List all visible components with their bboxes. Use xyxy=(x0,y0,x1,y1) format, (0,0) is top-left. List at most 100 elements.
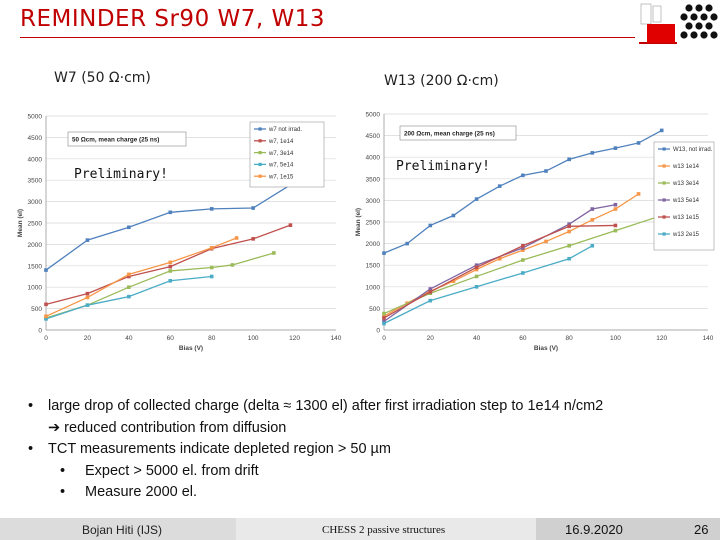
data-point xyxy=(168,269,173,273)
slide-title: REMINDER Sr90 W7, W13 xyxy=(20,6,326,32)
data-point xyxy=(567,243,571,248)
y-tick-label: 3500 xyxy=(28,178,43,185)
data-point xyxy=(474,285,479,289)
data-point xyxy=(613,202,618,207)
bullet-text: Measure 2000 el. xyxy=(85,484,198,500)
bullet-list: • large drop of collected charge (delta … xyxy=(28,396,708,504)
chart-w7: 0500100015002000250030003500400045005000… xyxy=(17,114,342,353)
data-point xyxy=(209,265,214,270)
x-tick-label: 80 xyxy=(566,335,574,342)
legend-marker xyxy=(258,127,262,131)
sub-bullet-item: • Measure 2000 el. xyxy=(28,482,708,504)
annotation-text: 50 Ωcm, mean charge (25 ns) xyxy=(72,137,159,144)
data-point xyxy=(567,224,571,229)
bullet-text: Expect > 5000 el. from drift xyxy=(85,462,259,479)
series-line xyxy=(383,129,663,254)
data-point xyxy=(613,146,618,150)
bullet-item: • large drop of collected charge (delta … xyxy=(28,396,708,418)
x-tick-label: 40 xyxy=(125,335,133,342)
x-tick-label: 40 xyxy=(473,335,481,342)
data-point xyxy=(251,206,255,210)
data-point xyxy=(474,265,479,270)
annotation-box xyxy=(399,125,517,141)
x-tick-label: 120 xyxy=(289,335,300,342)
footer-author: Bojan Hiti (IJS) xyxy=(82,523,163,537)
series-line xyxy=(45,181,295,271)
data-point xyxy=(474,274,479,279)
data-point xyxy=(613,228,618,233)
chart-w13: 0500100015002000250030003500400045005000… xyxy=(355,112,715,352)
series-line xyxy=(383,214,662,315)
y-tick-label: 0 xyxy=(376,328,380,335)
y-tick-label: 1000 xyxy=(28,285,43,292)
y-axis-label: Mean (el) xyxy=(17,209,24,237)
data-point xyxy=(567,157,571,162)
legend-marker xyxy=(662,147,666,151)
data-point xyxy=(659,128,664,133)
data-point xyxy=(405,241,409,246)
y-tick-label: 2500 xyxy=(366,220,381,227)
data-point xyxy=(272,251,276,255)
y-tick-label: 1500 xyxy=(28,263,43,270)
footer-bar xyxy=(0,518,720,540)
data-point xyxy=(590,243,595,248)
data-point xyxy=(44,268,48,272)
bullet-dot: • xyxy=(28,441,34,457)
legend-marker xyxy=(662,181,666,185)
data-point xyxy=(567,222,571,226)
data-point xyxy=(613,207,618,211)
legend-marker xyxy=(258,162,262,166)
series-line xyxy=(383,193,639,317)
data-point xyxy=(521,258,525,262)
data-point xyxy=(382,319,386,324)
x-tick-label: 20 xyxy=(84,335,92,342)
y-axis-label: Mean (el) xyxy=(355,208,362,236)
data-point xyxy=(428,223,433,228)
data-point xyxy=(209,246,214,250)
data-point xyxy=(44,317,48,321)
data-point xyxy=(382,311,386,316)
data-point xyxy=(44,302,48,307)
legend-entry: w13 5e14 xyxy=(672,198,700,204)
x-tick-label: 80 xyxy=(208,335,216,342)
bullet-text: ➔ reduced contribution from diffusion xyxy=(48,419,287,436)
y-tick-label: 5000 xyxy=(28,114,43,121)
y-tick-label: 2000 xyxy=(366,241,381,248)
legend-entry: w7, 5e14 xyxy=(268,163,294,169)
data-point xyxy=(428,287,433,291)
x-tick-label: 20 xyxy=(427,335,435,342)
x-axis-label: Bias (V) xyxy=(179,345,203,352)
series-line xyxy=(45,224,291,305)
legend-marker xyxy=(662,232,666,236)
y-tick-label: 1500 xyxy=(366,263,381,270)
chart-left-label: W7 (50 Ω·cm) xyxy=(54,70,151,86)
legend-entry: w7, 1e14 xyxy=(268,139,294,145)
x-tick-label: 60 xyxy=(519,335,527,342)
legend-entry: w13 1e15 xyxy=(672,215,700,221)
footer-right-segment xyxy=(536,518,720,540)
y-tick-label: 500 xyxy=(369,306,380,313)
footer-page-number: 26 xyxy=(694,522,709,537)
sub-bullet-item: • Expect > 5000 el. from drift xyxy=(28,461,708,483)
y-tick-label: 2500 xyxy=(28,221,43,228)
legend-entry: w13 1e14 xyxy=(672,164,700,170)
annotation-box xyxy=(67,131,187,147)
data-point xyxy=(567,256,571,261)
data-point xyxy=(636,192,641,196)
data-point xyxy=(521,246,525,250)
data-point xyxy=(590,151,595,155)
legend-box xyxy=(653,141,715,251)
data-point xyxy=(474,263,479,267)
legend-marker xyxy=(662,198,666,202)
legend-entry: w13 2e15 xyxy=(672,232,700,238)
footer-title: CHESS 2 passive structures xyxy=(322,524,446,536)
chart-right-label: W13 (200 Ω·cm) xyxy=(384,73,499,89)
data-point xyxy=(544,169,548,173)
x-tick-label: 0 xyxy=(44,335,48,342)
legend-marker xyxy=(662,215,666,219)
data-point xyxy=(127,294,131,299)
data-point xyxy=(590,218,595,222)
data-point xyxy=(521,173,525,178)
x-tick-label: 120 xyxy=(656,335,667,342)
data-point xyxy=(382,316,386,320)
